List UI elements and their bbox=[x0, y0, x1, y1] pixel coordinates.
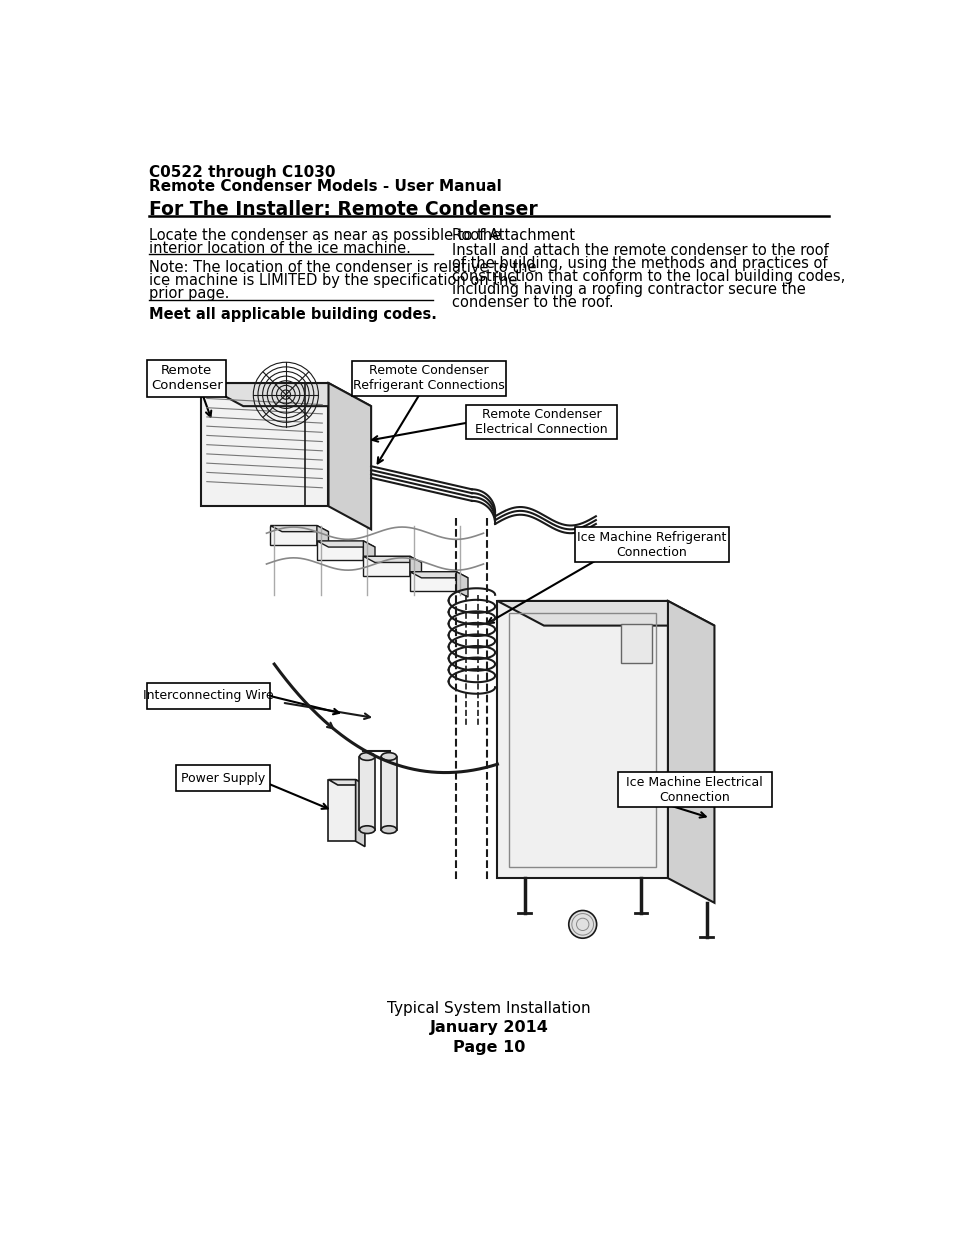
FancyBboxPatch shape bbox=[147, 683, 270, 709]
Text: Roof Attachment: Roof Attachment bbox=[452, 227, 575, 242]
FancyBboxPatch shape bbox=[381, 757, 396, 830]
Polygon shape bbox=[410, 572, 468, 578]
Text: Typical System Installation: Typical System Installation bbox=[387, 1000, 590, 1015]
Text: Install and attach the remote condenser to the roof: Install and attach the remote condenser … bbox=[452, 243, 828, 258]
Polygon shape bbox=[363, 556, 421, 562]
Polygon shape bbox=[410, 572, 456, 592]
Polygon shape bbox=[497, 601, 667, 878]
FancyBboxPatch shape bbox=[359, 757, 375, 830]
Polygon shape bbox=[363, 556, 410, 576]
Circle shape bbox=[568, 910, 596, 939]
Text: Ice Machine Refrigerant
Connection: Ice Machine Refrigerant Connection bbox=[577, 531, 726, 558]
Polygon shape bbox=[355, 779, 365, 846]
Polygon shape bbox=[270, 526, 328, 531]
Text: Page 10: Page 10 bbox=[453, 1040, 524, 1055]
Text: Remote
Condenser: Remote Condenser bbox=[151, 364, 222, 393]
Text: Ice Machine Electrical
Connection: Ice Machine Electrical Connection bbox=[626, 776, 762, 804]
Polygon shape bbox=[316, 541, 375, 547]
Text: Meet all applicable building codes.: Meet all applicable building codes. bbox=[149, 306, 436, 322]
FancyBboxPatch shape bbox=[617, 772, 771, 808]
Text: C0522 through C1030: C0522 through C1030 bbox=[149, 165, 335, 180]
Text: of the building, using the methods and practices of: of the building, using the methods and p… bbox=[452, 256, 827, 270]
Text: construction that conform to the local building codes,: construction that conform to the local b… bbox=[452, 269, 845, 284]
Polygon shape bbox=[497, 601, 714, 626]
Text: Power Supply: Power Supply bbox=[181, 772, 265, 784]
Text: Locate the condenser as near as possible to the: Locate the condenser as near as possible… bbox=[149, 227, 500, 242]
Polygon shape bbox=[270, 526, 316, 545]
FancyBboxPatch shape bbox=[466, 405, 617, 440]
FancyBboxPatch shape bbox=[352, 361, 505, 396]
Text: ice machine is LIMITED by the specification on the: ice machine is LIMITED by the specificat… bbox=[149, 273, 517, 288]
Polygon shape bbox=[328, 779, 365, 785]
Polygon shape bbox=[328, 779, 355, 841]
Text: prior page.: prior page. bbox=[149, 287, 229, 301]
Text: Remote Condenser
Refrigerant Connections: Remote Condenser Refrigerant Connections bbox=[353, 364, 504, 393]
Polygon shape bbox=[667, 601, 714, 903]
FancyBboxPatch shape bbox=[575, 527, 728, 562]
Polygon shape bbox=[410, 556, 421, 582]
Polygon shape bbox=[316, 526, 328, 551]
Ellipse shape bbox=[381, 752, 396, 761]
Text: For The Installer: Remote Condenser: For The Installer: Remote Condenser bbox=[149, 200, 537, 219]
Polygon shape bbox=[200, 383, 371, 406]
FancyBboxPatch shape bbox=[175, 764, 270, 792]
Text: January 2014: January 2014 bbox=[429, 1020, 548, 1035]
Ellipse shape bbox=[381, 826, 396, 834]
Text: Remote Condenser
Electrical Connection: Remote Condenser Electrical Connection bbox=[475, 409, 607, 436]
Ellipse shape bbox=[359, 826, 375, 834]
Polygon shape bbox=[200, 383, 328, 506]
FancyBboxPatch shape bbox=[620, 624, 652, 662]
Ellipse shape bbox=[359, 752, 375, 761]
Polygon shape bbox=[328, 383, 371, 530]
Polygon shape bbox=[316, 541, 363, 561]
FancyBboxPatch shape bbox=[147, 359, 226, 396]
Text: Remote Condenser Models - User Manual: Remote Condenser Models - User Manual bbox=[149, 179, 501, 194]
Text: Note: The location of the condenser is relative to the: Note: The location of the condenser is r… bbox=[149, 259, 536, 275]
Text: including having a roofing contractor secure the: including having a roofing contractor se… bbox=[452, 282, 805, 298]
Polygon shape bbox=[456, 572, 468, 597]
Text: interior location of the ice machine.: interior location of the ice machine. bbox=[149, 241, 410, 256]
Text: Interconnecting Wire: Interconnecting Wire bbox=[143, 689, 274, 703]
Polygon shape bbox=[363, 541, 375, 567]
Text: condenser to the roof.: condenser to the roof. bbox=[452, 295, 614, 310]
